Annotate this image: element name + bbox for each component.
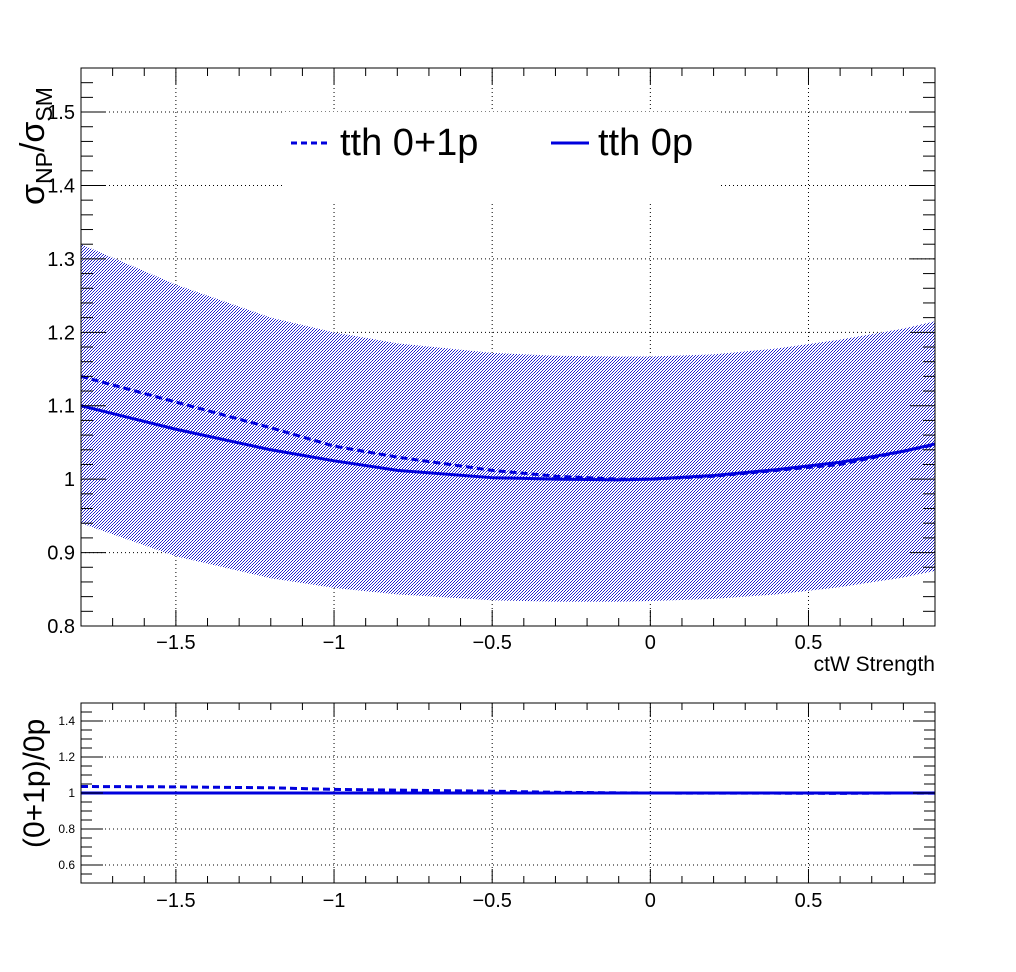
y-tick-label: 0.6 [58, 858, 75, 872]
x-tick-label: −0.5 [472, 890, 511, 912]
y-axis-title-sigma: σ [14, 184, 52, 205]
ratio-y-tick-labels: 0.6 0.8 1 1.2 1.4 [58, 714, 75, 872]
y-tick-label: 1 [68, 786, 75, 800]
x-tick-label: −1.5 [156, 632, 195, 654]
main-axis-ticks [80, 67, 936, 627]
x-tick-label: 0 [645, 890, 656, 912]
legend: tth 0+1p tth 0p [283, 112, 719, 204]
ratio-y-axis-title: (0+1p)/0p [18, 719, 51, 848]
y-axis-title-slash-sigma: /σ [14, 122, 52, 152]
x-tick-label: 0 [645, 632, 656, 654]
main-panel: −1.5 −1 −0.5 0 0.5 0.8 0.9 1 1.1 1.2 1.3 1.4 1.5 ct… [14, 67, 936, 676]
ratio-panel: −1.5 −1 −0.5 0 0.5 0.6 0.8 1 1.2 1.4 (0+1p)/0p [18, 702, 936, 912]
series-line-dashed [81, 374, 935, 481]
y-tick-label: 1.4 [58, 714, 75, 728]
x-tick-label: −1 [323, 890, 346, 912]
legend-label-tth-0-1p: tth 0+1p [340, 122, 478, 164]
y-axis-title-sub-np: NP [31, 152, 57, 184]
main-series-group [81, 374, 935, 482]
legend-background [283, 112, 719, 204]
y-tick-label: 0.9 [47, 543, 75, 565]
x-tick-label: −0.5 [472, 632, 511, 654]
main-y-tick-labels: 0.8 0.9 1 1.1 1.2 1.3 1.4 1.5 [47, 102, 75, 638]
y-tick-label: 0.8 [47, 616, 75, 638]
y-tick-label: 1.4 [47, 175, 75, 197]
x-tick-label: −1 [323, 632, 346, 654]
y-tick-label: 1.1 [47, 396, 75, 418]
x-axis-title: ctW Strength [814, 653, 935, 676]
legend-label-tth-0p: tth 0p [598, 122, 693, 164]
x-tick-label: 0.5 [795, 890, 823, 912]
y-tick-label: 1.3 [47, 249, 75, 271]
x-tick-label: 0.5 [795, 632, 823, 654]
y-axis-title-sub-sm: SM [31, 87, 57, 122]
ratio-axis-ticks [80, 702, 936, 884]
uncertainty-band [81, 244, 935, 602]
series-line-solid [81, 404, 935, 482]
y-tick-label: 0.8 [58, 822, 75, 836]
ratio-x-tick-labels: −1.5 −1 −0.5 0 0.5 [156, 890, 822, 912]
ratio-series-group [81, 785, 935, 795]
y-tick-label: 1.2 [58, 750, 75, 764]
x-tick-label: −1.5 [156, 890, 195, 912]
y-tick-label: 1 [64, 469, 75, 491]
y-axis-title: σNP/σSM [14, 87, 57, 205]
main-x-tick-labels: −1.5 −1 −0.5 0 0.5 [156, 632, 822, 654]
y-tick-label: 1.2 [47, 322, 75, 344]
y-tick-label: 1.5 [47, 102, 75, 124]
